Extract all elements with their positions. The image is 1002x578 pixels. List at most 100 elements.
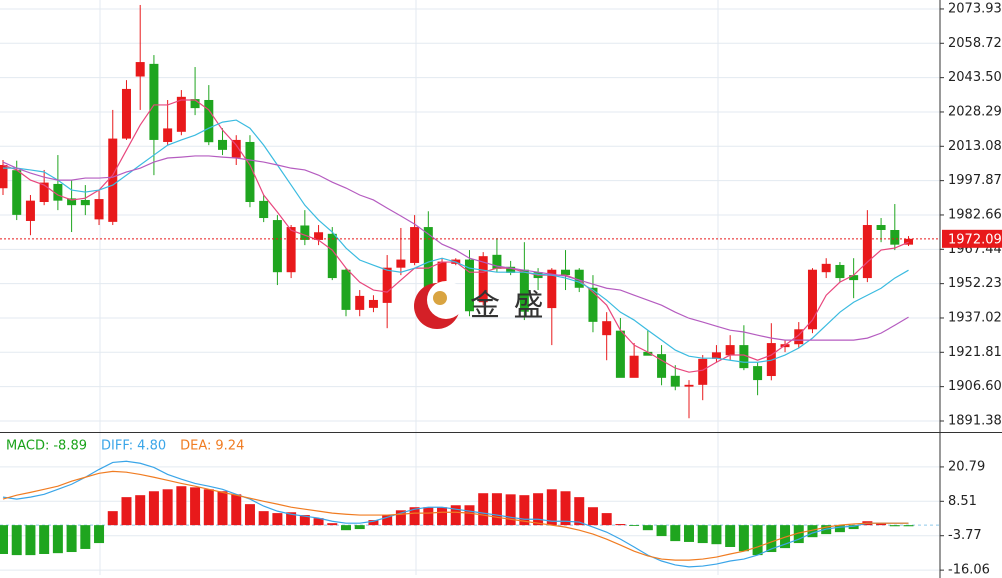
macd-bar — [327, 523, 338, 526]
indicator-line — [2, 470, 909, 561]
y-tick-label: 2043.50 — [948, 70, 1002, 85]
last-price-box — [942, 229, 1002, 248]
macd-bar — [258, 511, 269, 526]
y-tick-label: -3.77 — [948, 528, 982, 543]
candle-body — [149, 63, 159, 140]
macd-bar — [546, 489, 557, 526]
macd-bar — [491, 493, 502, 526]
macd-bar — [395, 510, 406, 526]
candle-body — [67, 198, 77, 206]
candle-body — [39, 182, 49, 203]
indicator-line — [2, 460, 909, 568]
macd-bar — [478, 493, 489, 526]
macd-bar — [176, 486, 187, 526]
macd-bar — [107, 511, 118, 526]
candle-body — [492, 254, 502, 269]
candle-body — [355, 295, 365, 310]
candle-body — [0, 164, 8, 189]
candle-body — [657, 354, 667, 378]
macd-bar — [834, 525, 845, 533]
candle-body — [739, 345, 749, 369]
candle-body — [506, 266, 516, 273]
macd-bar — [286, 512, 297, 526]
candle-body — [108, 138, 118, 222]
candle-body — [588, 287, 598, 322]
candle-body — [396, 259, 406, 268]
candle-body — [121, 88, 131, 139]
candle-body — [725, 345, 735, 356]
macd-bar — [656, 525, 667, 537]
candle-body — [204, 99, 214, 143]
y-tick-label: 1891.38 — [948, 413, 1002, 428]
macd-bar — [793, 525, 804, 544]
candle-body — [766, 343, 776, 377]
macd-bar — [217, 491, 228, 526]
macd-bar — [519, 495, 530, 526]
watermark: 金 盛 — [414, 281, 544, 329]
legend-name: DEA: — [180, 439, 211, 454]
macd-bar — [162, 489, 173, 526]
candle-body — [300, 225, 310, 240]
candle-body — [231, 139, 241, 158]
macd-bar — [587, 507, 598, 526]
candle-body — [272, 220, 282, 273]
macd-bar — [148, 491, 159, 526]
macd-bar — [11, 525, 22, 556]
macd-bar — [341, 525, 351, 531]
macd-bar — [39, 525, 50, 554]
macd-bar — [231, 494, 242, 526]
macd-bar — [615, 524, 626, 526]
last-price-label: 1972.09 — [948, 232, 1002, 247]
candle-body — [547, 269, 557, 309]
macd-bar — [533, 493, 544, 526]
macd-bar — [450, 505, 461, 526]
candle-body — [602, 321, 612, 336]
candle-body — [561, 269, 571, 276]
macd-bar — [670, 525, 681, 542]
candle-body — [643, 351, 653, 356]
candle-body — [245, 141, 255, 203]
candle-body — [698, 358, 708, 385]
macd-bar — [244, 504, 255, 526]
macd-bar — [203, 489, 214, 526]
macd-bar — [94, 525, 105, 544]
macd-bar — [299, 515, 310, 526]
macd-bar — [66, 525, 77, 553]
macd-bar — [725, 525, 736, 547]
candle-body — [135, 62, 145, 77]
candle-body — [410, 227, 420, 263]
candle-body — [711, 352, 721, 359]
macd-bar — [903, 525, 914, 527]
candle-body — [821, 263, 831, 273]
macd-bar — [409, 507, 420, 526]
macd-bar — [752, 525, 763, 556]
candle-body — [519, 269, 529, 312]
candle-body — [629, 355, 639, 378]
candle-body — [218, 139, 228, 150]
legend-value: 4.80 — [137, 439, 166, 454]
candle-body — [876, 225, 886, 230]
candle-body — [464, 259, 474, 312]
legend-value: 9.24 — [215, 439, 244, 454]
macd-bar — [354, 525, 365, 530]
macd-bar — [272, 513, 283, 526]
macd-bar — [560, 491, 571, 526]
candle-body — [80, 199, 90, 206]
macd-bar — [0, 525, 8, 554]
macd-bar — [382, 515, 393, 526]
candle-body — [890, 229, 900, 245]
candle-body — [835, 264, 845, 279]
macd-bar — [464, 505, 475, 526]
macd-bar — [848, 525, 859, 530]
indicator-line — [2, 155, 909, 341]
y-tick-label: 8.51 — [948, 494, 977, 509]
legend-name: DIFF: — [101, 439, 133, 454]
candle-body — [574, 269, 584, 288]
macd-bar — [25, 525, 36, 556]
macd-bar — [807, 525, 818, 538]
y-tick-label: 1982.66 — [948, 207, 1002, 222]
candle-body — [12, 170, 22, 215]
candle-body — [368, 299, 378, 308]
candle-body — [904, 238, 914, 245]
